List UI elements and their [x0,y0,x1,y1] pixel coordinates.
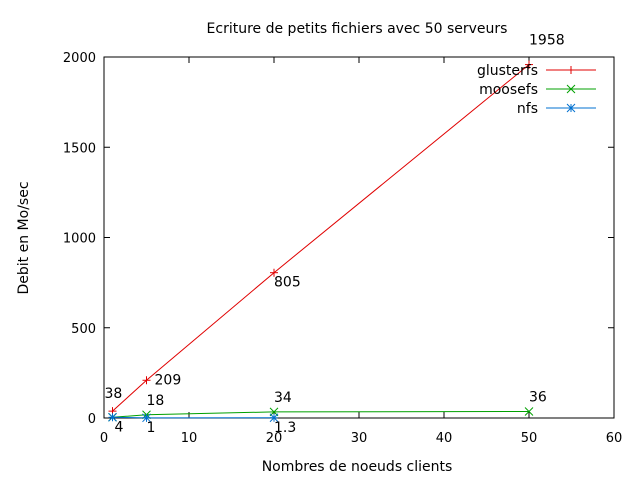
chart-title: Ecriture de petits fichiers avec 50 serv… [207,21,508,37]
legend-entry-glusterfs: glusterfs [477,63,596,79]
legend: glusterfs moosefs nfs [477,63,596,117]
data-label: 805 [274,275,301,291]
data-point [566,84,576,94]
legend-label: nfs [517,101,538,117]
series-nfs: 1 1.3 [108,412,296,436]
x-tick-label: 10 [181,431,198,446]
series-line [112,64,530,412]
data-point [524,407,534,416]
x-tick-label: 60 [606,431,623,446]
data-point [567,66,575,74]
data-label: 38 [105,386,123,402]
data-label: 1 [147,420,156,436]
data-point [142,376,151,385]
data-point [525,60,533,69]
data-label: 1958 [529,33,565,49]
y-tick-label: 1000 [63,232,96,247]
y-tick-label: 2000 [63,51,96,66]
x-tick-label: 30 [351,431,368,446]
legend-entry-moosefs: moosefs [479,82,596,98]
data-label: 18 [147,393,165,409]
legend-label: glusterfs [477,63,538,79]
data-label: 209 [155,372,182,388]
y-tick-label: 1500 [63,141,96,156]
y-axis-label: Debit en Mo/sec [16,181,32,294]
data-label: 34 [274,390,292,406]
data-point [142,413,151,423]
series-line [112,411,530,418]
x-axis-label: Nombres de noeuds clients [262,459,453,475]
data-label: 4 [115,419,124,435]
data-point [270,268,278,277]
x-tick-label: 50 [521,431,538,446]
y-tick-label: 500 [71,322,96,337]
series-moosefs: 4 18 34 36 [108,390,547,435]
data-point [566,103,576,113]
x-tick-label: 20 [266,431,283,446]
axes: 0 10 20 30 40 50 60 0 500 1000 1500 2000 [63,51,622,446]
series-line [112,416,275,419]
legend-entry-nfs: nfs [517,101,596,117]
series-glusterfs: 38 209 805 1958 [105,33,565,416]
x-tick-label: 40 [436,431,453,446]
x-tick-label: 0 [100,431,108,446]
data-label: 1.3 [274,420,296,436]
data-point [269,413,279,423]
data-label: 36 [529,390,547,406]
legend-label: moosefs [479,82,538,98]
y-tick-label: 0 [88,412,96,427]
data-point [108,412,117,422]
